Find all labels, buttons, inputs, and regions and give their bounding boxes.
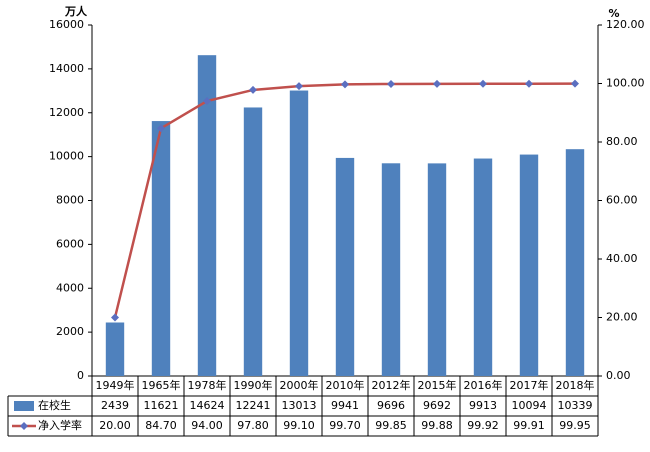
bar (565, 149, 585, 376)
marker (479, 79, 487, 88)
bar (335, 157, 355, 376)
y2-tick-label: 60.00 (606, 194, 638, 207)
marker (249, 85, 257, 94)
table-value: 99.92 (467, 419, 499, 432)
bar (105, 322, 125, 376)
legend-label: 在校生 (38, 398, 71, 412)
marker (203, 97, 211, 106)
y2-axis-label: % (608, 7, 619, 20)
y-axis-label: 万人 (64, 4, 88, 18)
bar (427, 163, 447, 376)
y-tick-label: 12000 (49, 106, 84, 119)
y-tick-label: 8000 (56, 194, 84, 207)
legend-marker (20, 422, 28, 430)
table-value: 11621 (144, 399, 179, 412)
y-tick-label: 10000 (49, 150, 84, 163)
x-tick-label: 1949年 (96, 378, 135, 392)
table-value: 94.00 (191, 419, 223, 432)
bar (473, 158, 493, 376)
y2-tick-label: 100.00 (606, 77, 645, 90)
x-tick-label: 2012年 (372, 378, 411, 392)
x-tick-label: 1965年 (142, 378, 181, 392)
y-tick-label: 14000 (49, 62, 84, 75)
table-value: 9913 (469, 399, 497, 412)
x-tick-label: 2016年 (464, 378, 503, 392)
y-tick-label: 0 (77, 369, 84, 382)
table-value: 9696 (377, 399, 405, 412)
table-value: 2439 (101, 399, 129, 412)
y-tick-label: 6000 (56, 237, 84, 250)
y-tick-label: 2000 (56, 325, 84, 338)
bar (197, 55, 217, 376)
y-tick-label: 16000 (49, 18, 84, 31)
marker (525, 79, 533, 88)
table-value: 99.95 (559, 419, 591, 432)
legend-label: 净入学率 (38, 418, 82, 432)
y2-tick-label: 80.00 (606, 135, 638, 148)
marker (387, 79, 395, 88)
x-tick-label: 1990年 (234, 378, 273, 392)
marker (433, 79, 441, 88)
table-value: 99.91 (513, 419, 545, 432)
table-value: 9692 (423, 399, 451, 412)
marker (111, 313, 119, 322)
y2-tick-label: 20.00 (606, 311, 638, 324)
table-value: 14624 (190, 399, 225, 412)
table-value: 99.85 (375, 419, 407, 432)
table-value: 9941 (331, 399, 359, 412)
table-value: 13013 (282, 399, 317, 412)
table-value: 99.70 (329, 419, 361, 432)
x-tick-label: 2000年 (280, 378, 319, 392)
bar (243, 107, 263, 376)
bar (151, 121, 171, 376)
table-value: 99.88 (421, 419, 453, 432)
x-tick-label: 2017年 (510, 378, 549, 392)
x-tick-label: 2018年 (556, 378, 595, 392)
marker (571, 79, 579, 88)
table-value: 99.10 (283, 419, 315, 432)
table-value: 84.70 (145, 419, 177, 432)
bar (289, 90, 309, 376)
y2-tick-label: 0.00 (606, 369, 631, 382)
marker (341, 80, 349, 89)
x-tick-label: 2010年 (326, 378, 365, 392)
table-value: 10339 (558, 399, 593, 412)
x-tick-label: 1978年 (188, 378, 227, 392)
table-value: 10094 (512, 399, 547, 412)
table-value: 97.80 (237, 419, 269, 432)
marker (157, 124, 165, 133)
y2-tick-label: 120.00 (606, 18, 645, 31)
table-value: 20.00 (99, 419, 131, 432)
bar (381, 163, 401, 376)
marker (295, 82, 303, 91)
x-tick-label: 2015年 (418, 378, 457, 392)
table-value: 12241 (236, 399, 271, 412)
y-tick-label: 4000 (56, 281, 84, 294)
y2-tick-label: 40.00 (606, 252, 638, 265)
bar (519, 154, 539, 376)
legend-swatch (14, 401, 34, 411)
